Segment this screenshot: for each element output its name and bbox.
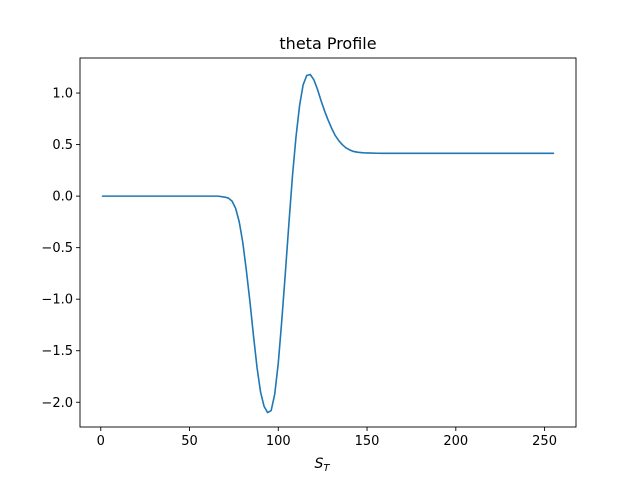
- x-tick-label: 150: [355, 434, 380, 449]
- y-tick-label: 0.0: [52, 190, 73, 205]
- y-tick-label: −1.0: [41, 293, 73, 308]
- x-tick-label: 250: [532, 434, 557, 449]
- x-tick-label: 50: [181, 434, 198, 449]
- y-tick-label: 0.5: [52, 138, 73, 153]
- y-tick-label: −1.5: [41, 344, 73, 359]
- x-axis-ticks: 0 50 100 150 200 250: [97, 427, 557, 449]
- y-tick-label: −2.0: [41, 396, 73, 411]
- plot-frame: [79, 57, 577, 428]
- x-tick-label: 200: [443, 434, 468, 449]
- y-tick-label: −0.5: [41, 241, 73, 256]
- x-axis-label-base: S: [315, 456, 324, 472]
- chart-title: theta Profile: [279, 34, 376, 53]
- y-axis-ticks: 1.0 0.5 0.0 −0.5 −1.0 −1.5 −2.0: [41, 87, 80, 411]
- x-tick-label: 0: [97, 434, 105, 449]
- x-axis-label-subscript: T: [323, 463, 330, 474]
- x-tick-label: 100: [266, 434, 291, 449]
- y-tick-label: 1.0: [52, 87, 73, 102]
- plot-area: [79, 57, 577, 428]
- series-line-0: [101, 73, 555, 414]
- x-axis-label: ST: [315, 456, 331, 474]
